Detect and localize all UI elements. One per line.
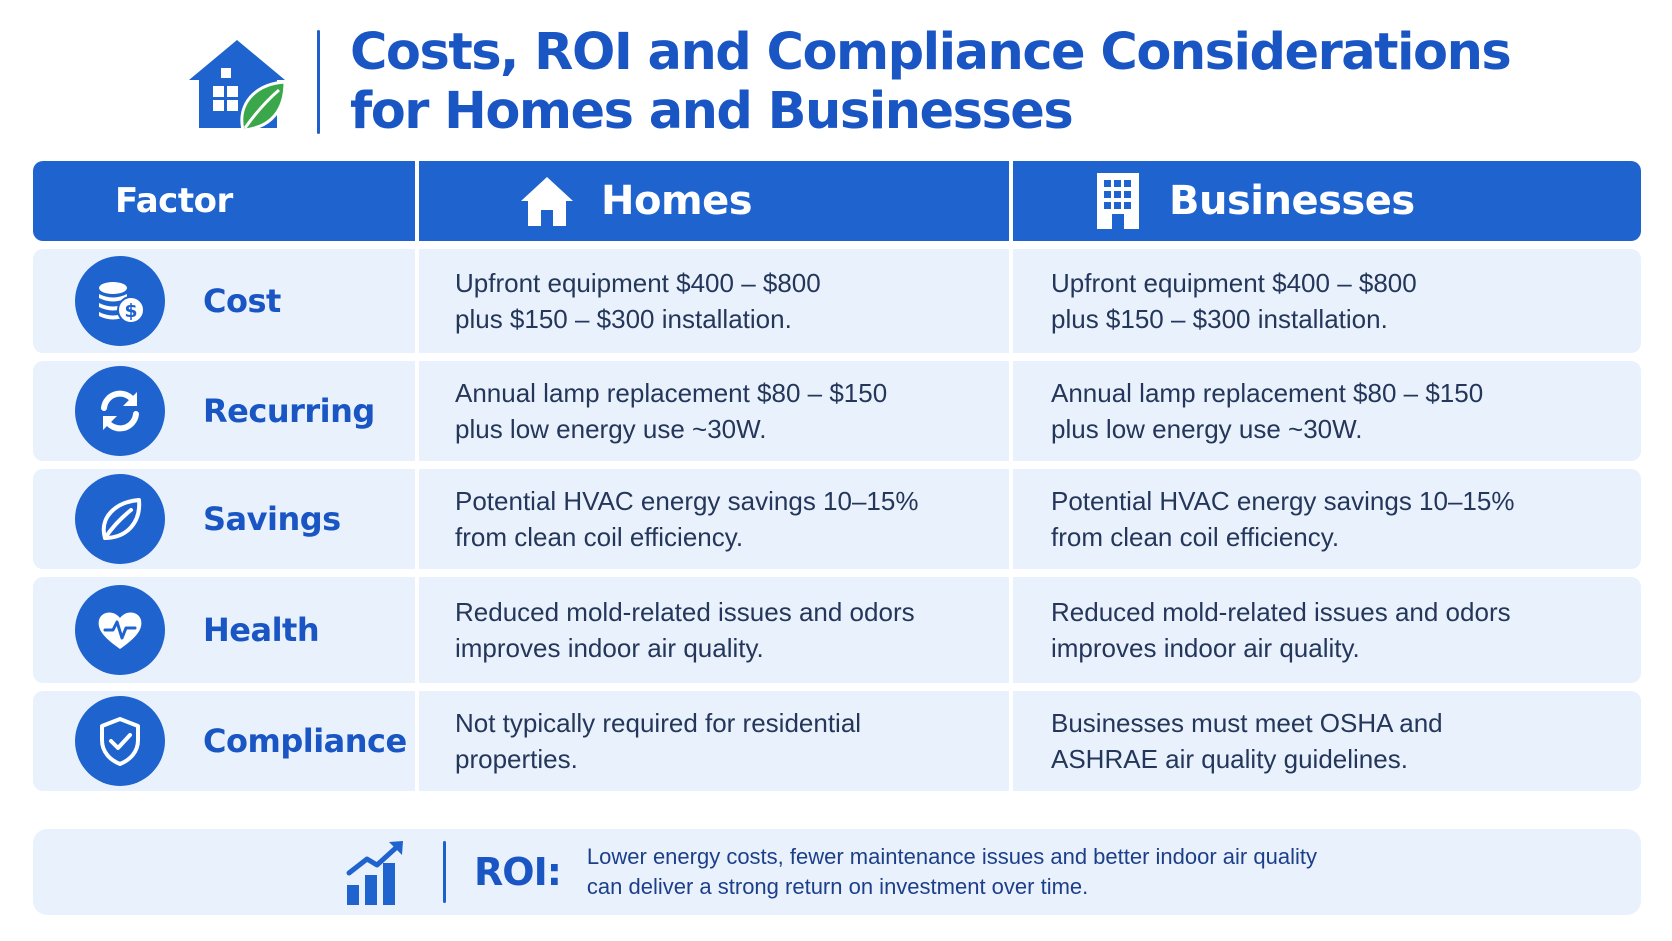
page-title: Costs, ROI and Compliance Considerations… [350, 23, 1512, 141]
homes-cell: Not typically required for residential p… [419, 691, 1009, 791]
businesses-text: Upfront equipment $400 – $800 plus $150 … [1051, 268, 1417, 334]
home-icon [519, 174, 575, 228]
leaf-icon [75, 474, 165, 564]
column-header-homes-label: Homes [601, 178, 753, 224]
column-header-businesses-label: Businesses [1169, 178, 1415, 224]
businesses-text: Annual lamp replacement $80 – $150 plus … [1051, 378, 1484, 444]
homes-text: Annual lamp replacement $80 – $150 plus … [455, 378, 888, 444]
businesses-cell: Annual lamp replacement $80 – $150 plus … [1013, 361, 1641, 461]
roi-text-line-1: Lower energy costs, fewer maintenance is… [586, 844, 1317, 869]
roi-divider [443, 841, 446, 903]
businesses-cell: Upfront equipment $400 – $800 plus $150 … [1013, 249, 1641, 353]
homes-text: Reduced mold-related issues and odors im… [455, 597, 915, 663]
factor-cell: Recurring [33, 361, 415, 461]
businesses-text: Businesses must meet OSHA and ASHRAE air… [1051, 708, 1443, 774]
roi-text: Lower energy costs, fewer maintenance is… [587, 842, 1317, 902]
building-icon [1093, 171, 1143, 231]
shield-check-icon [75, 696, 165, 786]
factor-cell: $ Cost [33, 249, 415, 353]
factor-cell: Health [33, 577, 415, 683]
house-leaf-icon [185, 32, 295, 132]
roi-banner: ROI: Lower energy costs, fewer maintenan… [33, 829, 1641, 915]
homes-cell: Annual lamp replacement $80 – $150 plus … [419, 361, 1009, 461]
table-row-recurring: Recurring Annual lamp replacement $80 – … [33, 361, 1641, 461]
title-line-1: Costs, ROI and Compliance Considerations [350, 23, 1512, 82]
comparison-table: Factor Homes [33, 161, 1641, 791]
column-header-factor: Factor [33, 161, 415, 241]
homes-cell: Upfront equipment $400 – $800 plus $150 … [419, 249, 1009, 353]
table-row-cost: $ Cost Upfront equipment $400 – $800 plu… [33, 249, 1641, 353]
businesses-text: Reduced mold-related issues and odors im… [1051, 597, 1511, 663]
table-row-savings: Savings Potential HVAC energy savings 10… [33, 469, 1641, 569]
homes-text: Potential HVAC energy savings 10–15% fro… [455, 486, 919, 552]
homes-cell: Reduced mold-related issues and odors im… [419, 577, 1009, 683]
homes-text: Not typically required for residential p… [455, 708, 862, 774]
businesses-cell: Reduced mold-related issues and odors im… [1013, 577, 1641, 683]
growth-chart-icon [343, 837, 413, 907]
coins-dollar-icon: $ [75, 256, 165, 346]
businesses-text: Potential HVAC energy savings 10–15% fro… [1051, 486, 1515, 552]
roi-label: ROI: [474, 850, 562, 894]
factor-cell: Savings [33, 469, 415, 569]
refresh-arrows-icon [75, 366, 165, 456]
factor-cell: Compliance [33, 691, 415, 791]
factor-label: Cost [203, 282, 281, 320]
factor-label: Savings [203, 500, 341, 538]
svg-text:$: $ [124, 300, 137, 322]
header-divider [317, 30, 320, 134]
factor-label: Compliance [203, 722, 407, 760]
factor-label: Recurring [203, 392, 375, 430]
roi-text-line-2: can deliver a strong return on investmen… [586, 874, 1089, 899]
businesses-cell: Businesses must meet OSHA and ASHRAE air… [1013, 691, 1641, 791]
table-header: Factor Homes [33, 161, 1641, 241]
factor-label: Health [203, 611, 320, 649]
homes-cell: Potential HVAC energy savings 10–15% fro… [419, 469, 1009, 569]
column-header-businesses: Businesses [1013, 161, 1641, 241]
page-header: Costs, ROI and Compliance Considerations… [185, 22, 1512, 142]
table-row-health: Health Reduced mold-related issues and o… [33, 577, 1641, 683]
title-line-2: for Homes and Businesses [350, 82, 1074, 141]
column-header-homes: Homes [419, 161, 1009, 241]
businesses-cell: Potential HVAC energy savings 10–15% fro… [1013, 469, 1641, 569]
heart-pulse-icon [75, 585, 165, 675]
table-row-compliance: Compliance Not typically required for re… [33, 691, 1641, 791]
homes-text: Upfront equipment $400 – $800 plus $150 … [455, 268, 821, 334]
